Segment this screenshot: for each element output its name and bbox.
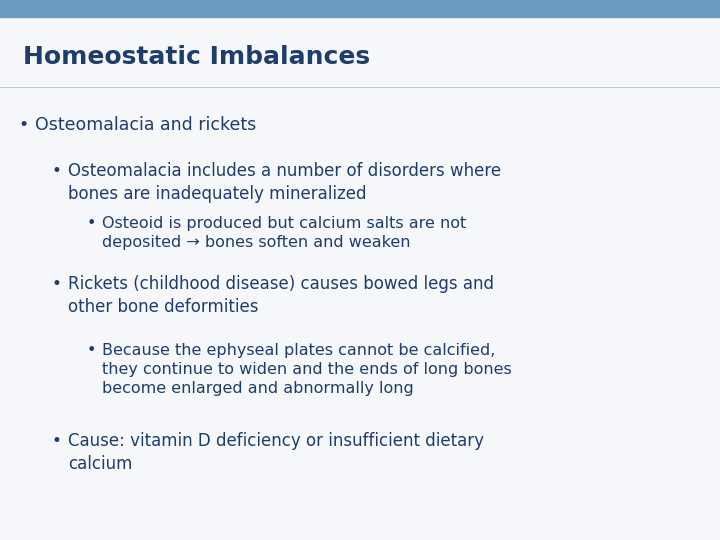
Text: •: • (52, 162, 62, 180)
Text: Osteoid is produced but calcium salts are not
deposited → bones soften and weake: Osteoid is produced but calcium salts ar… (102, 216, 467, 250)
Text: Homeostatic Imbalances: Homeostatic Imbalances (23, 45, 370, 69)
Bar (0, 0, 720, 17)
Text: •: • (86, 343, 96, 358)
Text: •: • (86, 216, 96, 231)
Text: •: • (52, 432, 62, 450)
Text: •: • (52, 275, 62, 293)
Text: Rickets (childhood disease) causes bowed legs and
other bone deformities: Rickets (childhood disease) causes bowed… (68, 275, 495, 316)
Text: Cause: vitamin D deficiency or insufficient dietary
calcium: Cause: vitamin D deficiency or insuffici… (68, 432, 485, 473)
Text: Osteomalacia and rickets: Osteomalacia and rickets (35, 116, 256, 134)
Text: •: • (18, 116, 28, 134)
Text: Because the ephyseal plates cannot be calcified,
they continue to widen and the : Because the ephyseal plates cannot be ca… (102, 343, 512, 396)
Text: Osteomalacia includes a number of disorders where
bones are inadequately mineral: Osteomalacia includes a number of disord… (68, 162, 502, 203)
